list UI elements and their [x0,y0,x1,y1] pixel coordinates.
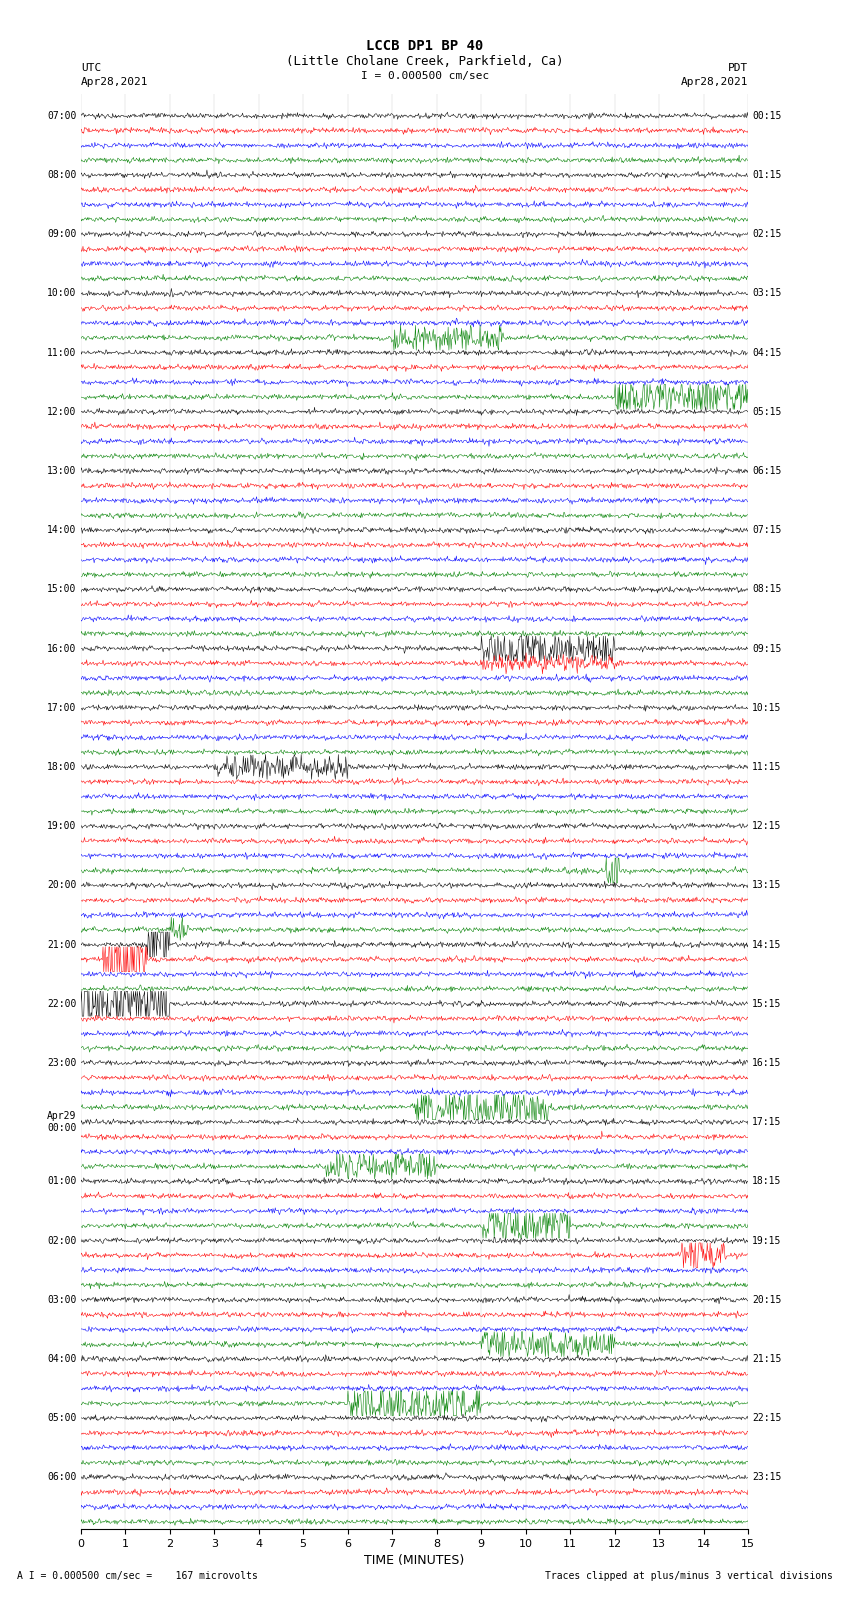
Text: 13:15: 13:15 [752,881,782,890]
Text: 20:00: 20:00 [47,881,76,890]
Text: 01:00: 01:00 [47,1176,76,1186]
Text: 05:00: 05:00 [47,1413,76,1423]
Text: Apr28,2021: Apr28,2021 [681,77,748,87]
Text: LCCB DP1 BP 40: LCCB DP1 BP 40 [366,39,484,53]
Text: Apr28,2021: Apr28,2021 [81,77,148,87]
X-axis label: TIME (MINUTES): TIME (MINUTES) [365,1555,464,1568]
Text: 01:15: 01:15 [752,169,782,181]
Text: 19:00: 19:00 [47,821,76,831]
Text: 07:15: 07:15 [752,526,782,536]
Text: 17:15: 17:15 [752,1118,782,1127]
Text: (Little Cholane Creek, Parkfield, Ca): (Little Cholane Creek, Parkfield, Ca) [286,55,564,68]
Text: Apr29
00:00: Apr29 00:00 [47,1111,76,1132]
Text: PDT: PDT [728,63,748,73]
Text: 07:00: 07:00 [47,111,76,121]
Text: 18:15: 18:15 [752,1176,782,1186]
Text: A I = 0.000500 cm/sec =    167 microvolts: A I = 0.000500 cm/sec = 167 microvolts [17,1571,258,1581]
Text: 12:15: 12:15 [752,821,782,831]
Text: 04:15: 04:15 [752,347,782,358]
Text: 04:00: 04:00 [47,1353,76,1365]
Text: 05:15: 05:15 [752,406,782,416]
Text: 23:00: 23:00 [47,1058,76,1068]
Text: 21:00: 21:00 [47,939,76,950]
Text: 21:15: 21:15 [752,1353,782,1365]
Text: 12:00: 12:00 [47,406,76,416]
Text: 08:15: 08:15 [752,584,782,594]
Text: 22:15: 22:15 [752,1413,782,1423]
Text: 03:00: 03:00 [47,1295,76,1305]
Text: 03:15: 03:15 [752,289,782,298]
Text: 02:00: 02:00 [47,1236,76,1245]
Text: 14:15: 14:15 [752,939,782,950]
Text: Traces clipped at plus/minus 3 vertical divisions: Traces clipped at plus/minus 3 vertical … [545,1571,833,1581]
Text: 13:00: 13:00 [47,466,76,476]
Text: 08:00: 08:00 [47,169,76,181]
Text: 00:15: 00:15 [752,111,782,121]
Text: 20:15: 20:15 [752,1295,782,1305]
Text: 16:15: 16:15 [752,1058,782,1068]
Text: 14:00: 14:00 [47,526,76,536]
Text: 06:00: 06:00 [47,1473,76,1482]
Text: I = 0.000500 cm/sec: I = 0.000500 cm/sec [361,71,489,81]
Text: 17:00: 17:00 [47,703,76,713]
Text: 09:00: 09:00 [47,229,76,239]
Text: 10:15: 10:15 [752,703,782,713]
Text: 09:15: 09:15 [752,644,782,653]
Text: 11:15: 11:15 [752,761,782,773]
Text: 18:00: 18:00 [47,761,76,773]
Text: 22:00: 22:00 [47,998,76,1008]
Text: 19:15: 19:15 [752,1236,782,1245]
Text: 10:00: 10:00 [47,289,76,298]
Text: 11:00: 11:00 [47,347,76,358]
Text: 15:00: 15:00 [47,584,76,594]
Text: UTC: UTC [81,63,101,73]
Text: 06:15: 06:15 [752,466,782,476]
Text: 15:15: 15:15 [752,998,782,1008]
Text: 02:15: 02:15 [752,229,782,239]
Text: 16:00: 16:00 [47,644,76,653]
Text: 23:15: 23:15 [752,1473,782,1482]
